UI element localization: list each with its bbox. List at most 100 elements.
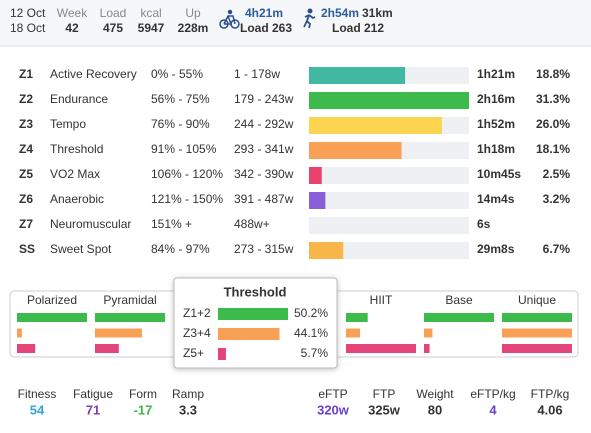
footer-label: Ramp (172, 387, 204, 401)
zone-percent: 26.0% (536, 117, 570, 131)
popup-title: Threshold (224, 284, 287, 299)
footer-label: FTP/kg (531, 387, 570, 401)
zone-bar (309, 92, 469, 109)
zone-range: 121% - 150% (151, 192, 223, 206)
footer-label: Weight (416, 387, 454, 401)
footer-label: Fatigue (73, 387, 113, 401)
zone-name: VO2 Max (50, 167, 100, 181)
stat-value: 475 (103, 21, 123, 35)
zone-id: Z5 (19, 167, 33, 181)
zone-id: Z7 (19, 217, 33, 231)
popup-label: Z5+ (183, 346, 204, 360)
zone-range: 84% - 97% (151, 242, 210, 256)
popup-bar (218, 308, 288, 320)
zone-percent: 18.8% (536, 67, 570, 81)
stat-label: Up (185, 6, 201, 20)
run-icon (303, 8, 316, 29)
zone-id: Z6 (19, 192, 33, 206)
zone-name: Anaerobic (50, 192, 104, 206)
zone-range: 151% + (151, 217, 192, 231)
popup-bar (218, 328, 280, 340)
popup: Threshold Z1+2 50.2% Z3+4 44.1% Z5+ 5.7% (173, 277, 338, 369)
zone-bar (309, 192, 326, 209)
footer-value: 4 (489, 402, 497, 417)
footer-value: 71 (86, 402, 100, 417)
popup-bar (218, 348, 226, 360)
stat-label: Load (100, 6, 127, 20)
header-bg (0, 0, 591, 46)
model-name: Base (445, 293, 473, 307)
popup-box (173, 277, 338, 369)
zone-range: 56% - 75% (151, 92, 210, 106)
zone-time: 1h52m (477, 117, 515, 131)
model-bar (17, 313, 87, 322)
model-bar (502, 313, 572, 322)
zone-time: 10m45s (477, 167, 521, 181)
run-load: Load 212 (332, 21, 384, 35)
model-bar (17, 344, 36, 353)
model-name: HIIT (370, 293, 393, 307)
zone-id: Z2 (19, 92, 33, 106)
zone-name: Tempo (50, 117, 86, 131)
zone-time: 6s (477, 217, 491, 231)
zone-percent: 3.2% (543, 192, 571, 206)
footer-label: eFTP (318, 387, 347, 401)
zone-range: 91% - 105% (151, 142, 217, 156)
zone-percent: 2.5% (543, 167, 571, 181)
model-bar (346, 328, 360, 338)
popup-label: Z1+2 (183, 306, 211, 320)
footer-label: FTP (373, 387, 396, 401)
zone-time: 1h21m (477, 67, 515, 81)
footer-label: Fitness (18, 387, 57, 401)
model-bar (17, 328, 22, 338)
run-distance: 31km (362, 6, 393, 20)
ride-load: Load 263 (240, 21, 292, 35)
zone-bar (309, 117, 442, 134)
popup-label: Z3+4 (183, 326, 211, 340)
zone-range: 0% - 55% (151, 67, 203, 81)
footer-value: 320w (317, 402, 350, 417)
run-time: 2h54m (321, 6, 359, 20)
model-bar (424, 344, 430, 353)
zone-bar (309, 242, 344, 259)
zone-bar (309, 167, 322, 184)
footer-value: 3.3 (179, 402, 197, 417)
popup-value: 5.7% (301, 346, 329, 360)
zone-track (309, 242, 469, 259)
bike-icon (219, 9, 240, 29)
date: 18 Oct (10, 21, 46, 35)
model-bar (95, 344, 119, 353)
model-bar (95, 328, 142, 338)
zone-name: Threshold (50, 142, 103, 156)
model-name: Pyramidal (103, 293, 156, 307)
zone-time: 2h16m (477, 92, 515, 106)
popup-value: 50.2% (294, 306, 328, 320)
zone-name: Sweet Spot (50, 242, 112, 256)
zone-bar (309, 142, 402, 159)
footer-value: 54 (30, 402, 45, 417)
zone-track (309, 192, 469, 209)
zone-watts: 1 - 178w (234, 67, 280, 81)
zone-watts: 391 - 487w (234, 192, 294, 206)
footer-label: eFTP/kg (470, 387, 515, 401)
zone-id: SS (19, 242, 35, 256)
model-bar (502, 328, 572, 338)
model-name: Polarized (27, 293, 77, 307)
zone-watts: 273 - 315w (234, 242, 294, 256)
model-bar (502, 344, 572, 353)
model-bar (424, 313, 494, 322)
zone-range: 76% - 90% (151, 117, 210, 131)
date: 12 Oct (10, 6, 46, 20)
stat-value: 228m (178, 21, 209, 35)
zone-watts: 244 - 292w (234, 117, 294, 131)
footer-value: 80 (428, 402, 442, 417)
zone-id: Z1 (19, 67, 33, 81)
model-bar (346, 344, 416, 353)
zone-percent: 18.1% (536, 142, 570, 156)
zone-watts: 179 - 243w (234, 92, 294, 106)
model-name: Unique (518, 293, 556, 307)
zone-watts: 293 - 341w (234, 142, 294, 156)
footer-value: 4.06 (537, 402, 562, 417)
stat-value: 5947 (138, 21, 165, 35)
